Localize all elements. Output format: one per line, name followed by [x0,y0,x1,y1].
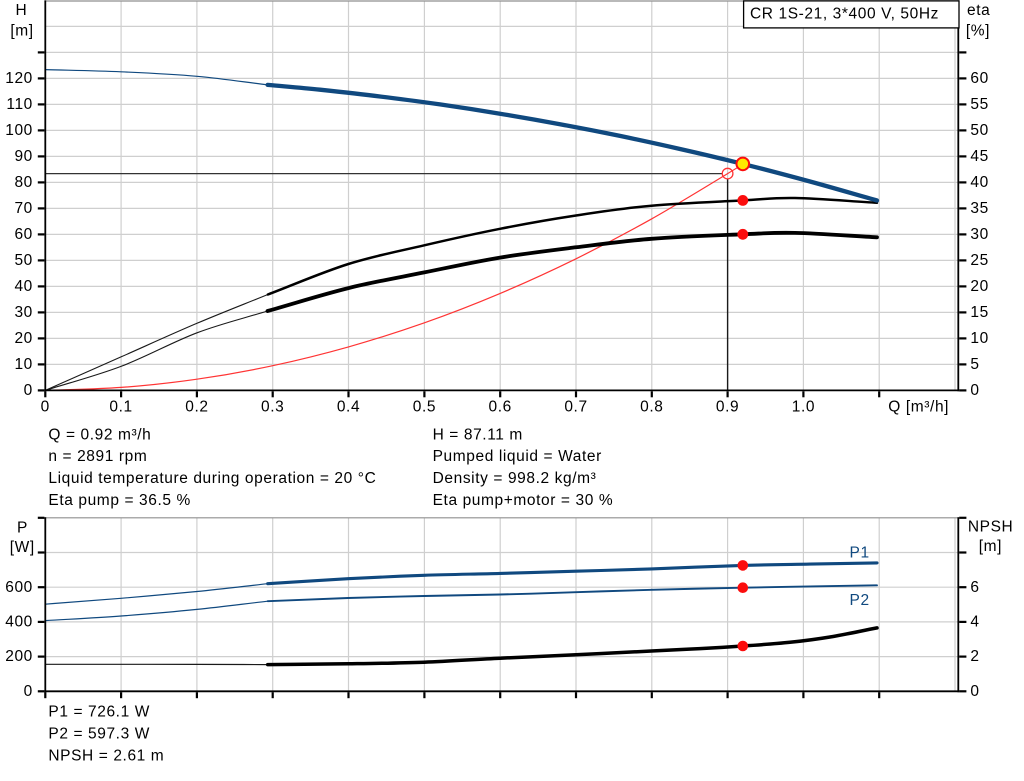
svg-text:0.4: 0.4 [337,399,360,416]
svg-text:4: 4 [970,614,979,631]
svg-text:45: 45 [970,148,988,165]
svg-text:30: 30 [970,226,988,243]
svg-text:400: 400 [5,614,33,631]
svg-text:P2 = 597.3 W: P2 = 597.3 W [48,726,150,743]
svg-text:P: P [17,519,28,536]
svg-text:0.2: 0.2 [185,399,208,416]
svg-text:10: 10 [970,330,988,347]
svg-text:Pumped liquid = Water: Pumped liquid = Water [433,448,602,465]
svg-text:0.8: 0.8 [640,399,663,416]
svg-text:H = 87.11 m: H = 87.11 m [433,426,523,443]
svg-text:[W]: [W] [10,539,35,556]
svg-text:Q = 0.92 m³/h: Q = 0.92 m³/h [48,426,151,443]
svg-text:50: 50 [14,252,32,269]
svg-text:80: 80 [14,174,32,191]
svg-text:Density = 998.2 kg/m³: Density = 998.2 kg/m³ [433,470,597,487]
svg-text:55: 55 [970,96,988,113]
svg-text:100: 100 [5,122,33,139]
svg-text:P1: P1 [850,544,870,561]
svg-text:110: 110 [6,96,33,113]
svg-text:15: 15 [970,304,988,321]
svg-text:0.3: 0.3 [261,399,284,416]
svg-text:35: 35 [970,200,988,217]
svg-text:Eta pump+motor = 30 %: Eta pump+motor = 30 % [433,492,614,509]
svg-text:NPSH = 2.61 m: NPSH = 2.61 m [48,748,164,765]
svg-text:25: 25 [970,252,988,269]
svg-text:0.7: 0.7 [564,399,587,416]
svg-text:n = 2891 rpm: n = 2891 rpm [48,448,147,465]
svg-text:0.6: 0.6 [489,399,512,416]
svg-text:200: 200 [5,648,33,665]
svg-text:Q [m³/h]: Q [m³/h] [888,399,949,416]
svg-text:5: 5 [970,356,979,373]
svg-text:[m]: [m] [979,538,1002,555]
svg-text:70: 70 [14,200,32,217]
svg-text:40: 40 [14,278,32,295]
svg-text:0.1: 0.1 [109,399,132,416]
svg-text:1.0: 1.0 [792,399,815,416]
svg-text:30: 30 [14,304,32,321]
svg-text:0: 0 [970,382,979,399]
svg-text:60: 60 [970,70,988,87]
svg-text:2: 2 [970,648,979,665]
svg-text:eta: eta [967,2,990,19]
svg-text:90: 90 [14,148,32,165]
svg-text:50: 50 [970,122,988,139]
svg-text:0: 0 [24,382,33,399]
svg-text:10: 10 [14,356,32,373]
svg-text:20: 20 [14,330,32,347]
svg-text:20: 20 [970,278,988,295]
svg-text:6: 6 [970,579,979,596]
svg-text:NPSH: NPSH [968,519,1013,536]
svg-text:Liquid temperature during oper: Liquid temperature during operation = 20… [48,470,376,487]
svg-text:P1 = 726.1 W: P1 = 726.1 W [48,703,150,720]
svg-text:CR 1S-21, 3*400 V, 50Hz: CR 1S-21, 3*400 V, 50Hz [750,5,939,22]
svg-text:[%]: [%] [966,22,990,39]
svg-text:P2: P2 [850,592,870,609]
svg-text:600: 600 [5,579,33,596]
svg-text:[m]: [m] [10,22,33,39]
svg-text:120: 120 [5,70,33,87]
svg-text:40: 40 [970,174,988,191]
svg-text:60: 60 [14,226,32,243]
svg-text:0: 0 [41,399,50,416]
svg-text:0.9: 0.9 [716,399,739,416]
svg-text:0: 0 [24,683,33,700]
svg-text:0: 0 [970,683,979,700]
svg-text:0.5: 0.5 [413,399,436,416]
svg-text:Eta pump = 36.5 %: Eta pump = 36.5 % [48,492,190,509]
svg-text:H: H [16,2,28,19]
